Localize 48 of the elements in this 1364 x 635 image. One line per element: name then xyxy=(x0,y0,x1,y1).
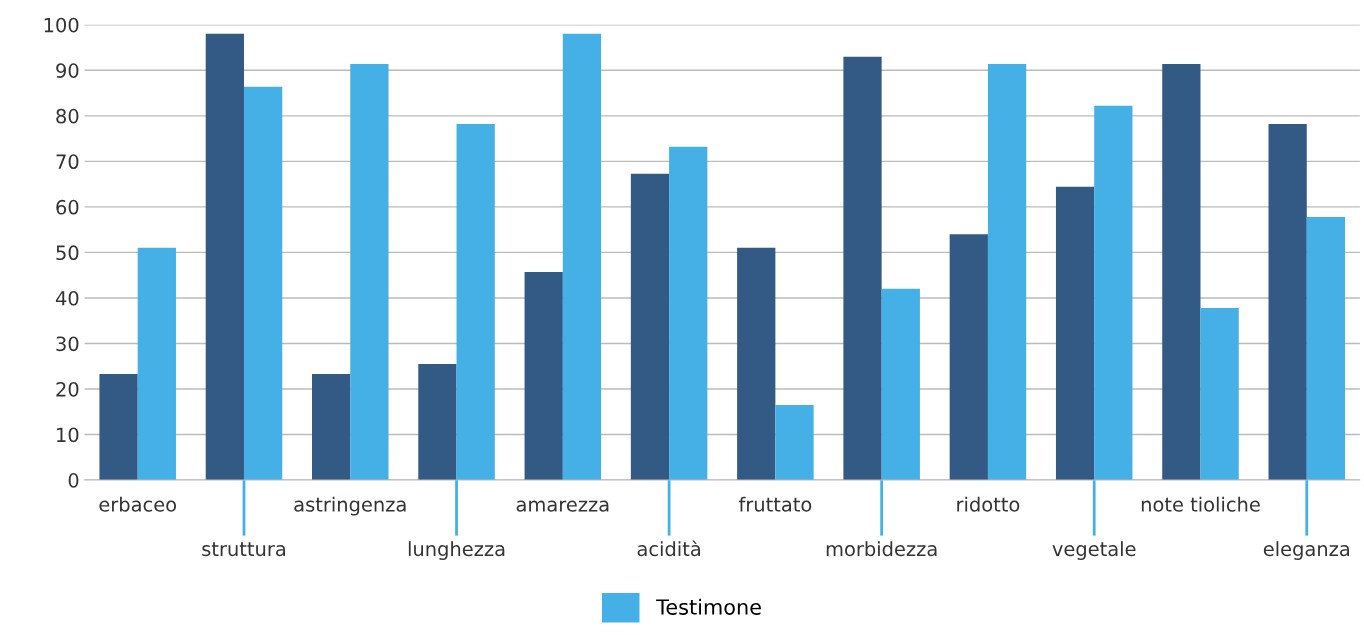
bar xyxy=(1162,63,1201,481)
bar xyxy=(1094,105,1133,481)
bar xyxy=(312,373,351,481)
x-tick-label: morbidezza xyxy=(826,541,937,557)
bar xyxy=(1268,124,1307,481)
y-tick-label: 70 xyxy=(56,154,79,170)
bar xyxy=(418,363,457,481)
bar xyxy=(205,33,244,481)
y-tick-label: 50 xyxy=(56,245,79,261)
y-tick-label: 90 xyxy=(56,63,79,78)
bar xyxy=(987,63,1027,481)
legend-label: Testimone xyxy=(656,598,761,615)
x-tick-label: struttura xyxy=(202,542,285,557)
bar xyxy=(456,124,495,481)
bar xyxy=(737,247,776,481)
x-tick-label: note tioliche xyxy=(1141,496,1260,512)
x-tick-label: amarezza xyxy=(516,500,609,512)
bar xyxy=(843,56,882,481)
bar xyxy=(775,404,814,481)
y-tick-label: 20 xyxy=(56,381,79,397)
y-tick-label: 60 xyxy=(56,199,79,215)
x-tick-label: astringenza xyxy=(294,496,406,516)
x-tick-label: fruttato xyxy=(738,496,812,512)
x-tick-label: ridotto xyxy=(957,496,1020,512)
x-tick-label: vegetale xyxy=(1052,541,1136,560)
bar xyxy=(1306,216,1346,481)
y-tick-label: 10 xyxy=(57,427,79,443)
bar xyxy=(881,288,920,481)
x-tick-label: acidità xyxy=(637,540,700,557)
y-tick-label: 30 xyxy=(56,336,79,352)
y-tick-label: 80 xyxy=(56,108,79,124)
bar xyxy=(630,173,670,481)
y-tick-label: 0 xyxy=(68,473,79,488)
bar xyxy=(524,271,563,481)
x-tick-label: erbaceo xyxy=(99,496,177,512)
bar xyxy=(350,63,389,481)
y-tick-label: 40 xyxy=(55,290,79,306)
bar xyxy=(137,247,176,481)
x-tick-label: lunghezza xyxy=(408,541,505,560)
bar xyxy=(562,33,602,481)
bar xyxy=(949,234,988,481)
bar xyxy=(99,373,138,481)
bar xyxy=(1200,307,1239,481)
x-tick-label: eleganza xyxy=(1263,541,1350,560)
y-tick-label: 100 xyxy=(44,17,79,33)
bar xyxy=(1055,186,1095,481)
bar xyxy=(243,86,283,481)
bar xyxy=(669,146,708,481)
